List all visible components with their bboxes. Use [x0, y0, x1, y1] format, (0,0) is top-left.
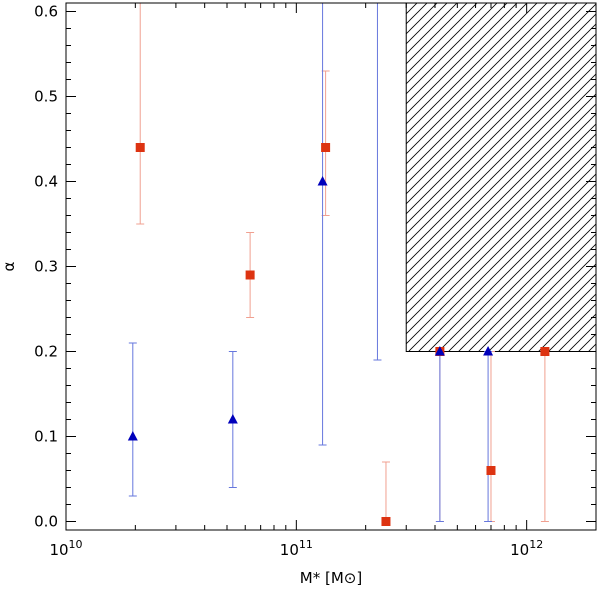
data-point-square [135, 143, 145, 152]
x-tick-exponent: 12 [529, 538, 543, 551]
y-tick-label: 0.0 [34, 513, 58, 531]
data-point-square [245, 270, 255, 280]
y-tick-label: 0.3 [34, 258, 58, 276]
data-point-square [381, 517, 391, 526]
data-point-triangle [227, 414, 238, 424]
data-point-triangle [434, 346, 445, 356]
hatched-excluded-region [405, 2, 597, 352]
data-point-square [486, 466, 496, 475]
x-tick-label: 1012 [510, 538, 543, 559]
y-tick-label: 0.5 [34, 88, 58, 106]
x-axis-title: M* [M⊙] [300, 569, 362, 587]
y-tick-label: 0.4 [34, 173, 58, 191]
data-point-triangle [317, 176, 328, 186]
x-tick-base: 10 [510, 541, 529, 559]
y-tick-label: 0.2 [34, 343, 58, 361]
data-point-square [321, 143, 331, 152]
y-axis-title: α [0, 261, 18, 271]
data-point-square [540, 347, 550, 356]
x-tick-exponent: 11 [299, 538, 313, 551]
data-point-triangle [483, 346, 494, 356]
data-point-triangle [127, 431, 138, 441]
x-tick-label: 1010 [49, 538, 82, 559]
y-tick-label: 0.1 [34, 428, 58, 446]
x-tick-base: 10 [280, 541, 299, 559]
x-tick-label: 1011 [280, 538, 313, 559]
x-tick-base: 10 [49, 541, 68, 559]
x-tick-exponent: 10 [69, 538, 83, 551]
y-tick-label: 0.6 [34, 3, 58, 21]
